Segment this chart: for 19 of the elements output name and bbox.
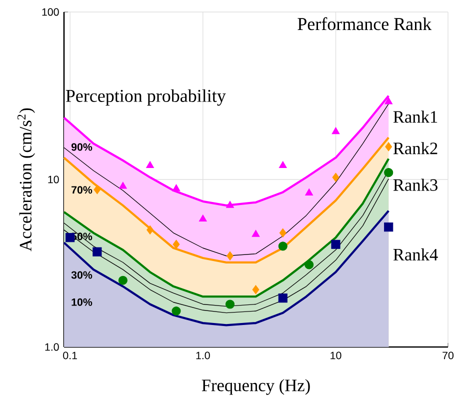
annotation: 70% (72, 186, 92, 194)
x-tick-label: 1.0 (196, 352, 210, 360)
series-label: Rank2 (393, 142, 438, 154)
y-tick-label: 10 (48, 176, 59, 184)
annotation: 30% (71, 271, 92, 279)
series-label: Rank3 (393, 178, 438, 191)
y-tick-label: 100 (42, 8, 59, 16)
x-tick-label: 10 (330, 352, 342, 360)
x-tick-label: 0.1 (63, 352, 77, 360)
y-tick-label: 1.0 (45, 343, 59, 351)
annotation: 10% (72, 298, 92, 306)
annotation: Perception probability (66, 89, 226, 106)
y-axis-title: Acceleration (cm/s$^{2}$) (17, 108, 35, 252)
annotation: 90% (71, 143, 92, 151)
series-label: Rank4 (393, 248, 438, 261)
x-axis-title: Frequency (Hz) (202, 379, 310, 395)
series-label: Rank1 (393, 110, 438, 123)
x-tick-label: 70 (442, 352, 454, 360)
chart-title: Performance Rank (298, 17, 432, 30)
